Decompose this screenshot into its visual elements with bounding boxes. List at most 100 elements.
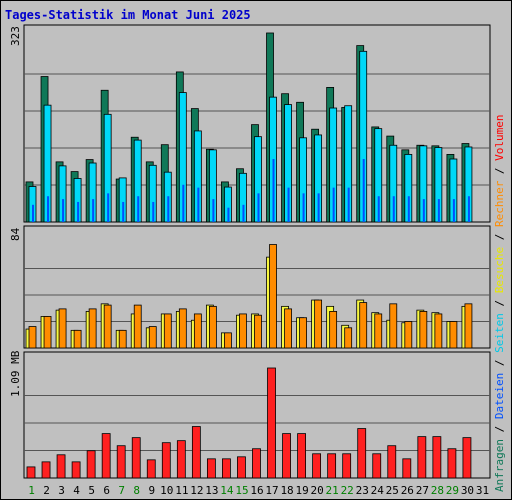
x-tick-label: 16: [250, 484, 263, 497]
x-tick-label: 27: [416, 484, 429, 497]
bar-volumen: [222, 458, 231, 479]
bar-rechner: [133, 304, 142, 349]
bar-seiten: [317, 193, 320, 222]
bar-volumen: [252, 448, 261, 479]
x-tick-label: 21: [326, 484, 339, 497]
bar-rechner: [178, 308, 187, 349]
x-tick-label: 23: [356, 484, 369, 497]
bar-volumen: [146, 459, 156, 479]
legend-entry: Besuche: [493, 247, 506, 293]
x-tick-label: 24: [371, 484, 385, 497]
legend-entry: Seiten: [493, 313, 506, 353]
bar-seiten: [467, 196, 470, 222]
bar-volumen: [447, 448, 457, 479]
bar-rechner: [314, 299, 323, 349]
bar-volumen: [372, 453, 382, 479]
bar-rechner: [434, 313, 443, 349]
x-tick-label: 11: [175, 484, 188, 497]
x-tick-label: 3: [58, 484, 65, 497]
x-tick-label: 6: [103, 484, 110, 497]
x-tick-label: 29: [446, 484, 459, 497]
bar-rechner: [73, 329, 82, 349]
bar-seiten: [182, 184, 185, 222]
legend-entry: /: [493, 353, 506, 373]
legend-entry: Rechner: [493, 180, 506, 227]
bar-volumen: [387, 445, 397, 479]
x-tick-label: 20: [311, 484, 324, 497]
bar-rechner: [299, 317, 307, 349]
x-tick-label: 30: [461, 484, 474, 497]
bar-seiten: [212, 199, 215, 222]
x-tick-label: 25: [386, 484, 399, 497]
x-tick-label: 18: [280, 484, 293, 497]
bar-rechner: [208, 305, 217, 349]
bar-seiten: [332, 187, 335, 222]
x-tick-label: 4: [73, 484, 80, 497]
bar-seiten: [287, 187, 290, 222]
bar-volumen: [357, 428, 367, 479]
bar-rechner: [148, 326, 157, 349]
x-tick-label: 2: [43, 484, 50, 497]
bar-rechner: [193, 313, 202, 349]
bar-volumen: [116, 445, 126, 479]
bar-seiten: [377, 196, 380, 222]
bar-seiten: [137, 196, 140, 222]
bar-seiten: [197, 187, 200, 222]
bar-seiten: [272, 158, 275, 222]
bar-volumen: [342, 453, 352, 479]
bar-rechner: [103, 304, 112, 349]
bar-rechner: [239, 313, 247, 349]
bar-volumen: [71, 461, 81, 479]
legend: Anfragen / Dateien / Seiten / Besuche / …: [493, 114, 506, 492]
legend-entry: Volumen: [493, 114, 506, 160]
x-tick-label: 5: [88, 484, 95, 497]
bar-seiten: [302, 193, 305, 222]
bar-seiten: [242, 204, 245, 222]
bar-volumen: [312, 453, 322, 479]
bar-seiten: [347, 187, 350, 222]
bar-seiten: [392, 196, 395, 222]
bar-rechner: [224, 332, 232, 349]
bar-seiten: [77, 201, 80, 222]
bar-rechner: [28, 326, 37, 349]
bar-volumen: [267, 367, 276, 479]
legend-entry: /: [493, 227, 506, 247]
bar-volumen: [432, 436, 442, 479]
bar-seiten: [122, 201, 125, 222]
bar-rechner: [344, 327, 353, 349]
legend-entry: /: [493, 293, 506, 313]
bar-volumen: [402, 458, 412, 479]
bar-seiten: [167, 196, 170, 222]
bar-rechner: [163, 313, 172, 349]
bar-volumen: [176, 440, 186, 479]
bar-volumen: [282, 433, 291, 479]
bar-seiten: [92, 199, 95, 222]
bar-rechner: [43, 316, 52, 349]
bar-volumen: [56, 454, 66, 479]
bar-volumen: [86, 450, 96, 479]
bar-volumen: [462, 437, 472, 479]
bar-seiten: [62, 199, 65, 222]
x-tick-label: 10: [160, 484, 173, 497]
bar-rechner: [359, 302, 368, 349]
bar-volumen: [161, 442, 171, 479]
panel-volume: [23, 351, 491, 479]
bar-rechner: [449, 321, 458, 349]
x-tick-label: 1: [28, 484, 35, 497]
bar-rechner: [404, 321, 413, 349]
bar-seiten: [257, 193, 260, 222]
bar-volumen: [131, 437, 141, 479]
bar-seiten: [422, 199, 425, 222]
x-tick-label: 17: [265, 484, 278, 497]
x-tick-label: 31: [476, 484, 489, 497]
visits-axis-label: 84: [9, 227, 22, 241]
bar-rechner: [389, 303, 398, 349]
bar-seiten: [152, 201, 155, 222]
bar-volumen: [41, 461, 51, 479]
bar-seiten: [227, 207, 230, 222]
bar-volumen: [206, 458, 216, 479]
legend-entry: /: [493, 161, 506, 181]
bar-seiten: [32, 204, 34, 222]
bar-seiten: [437, 199, 440, 222]
x-tick-label: 22: [341, 484, 354, 497]
